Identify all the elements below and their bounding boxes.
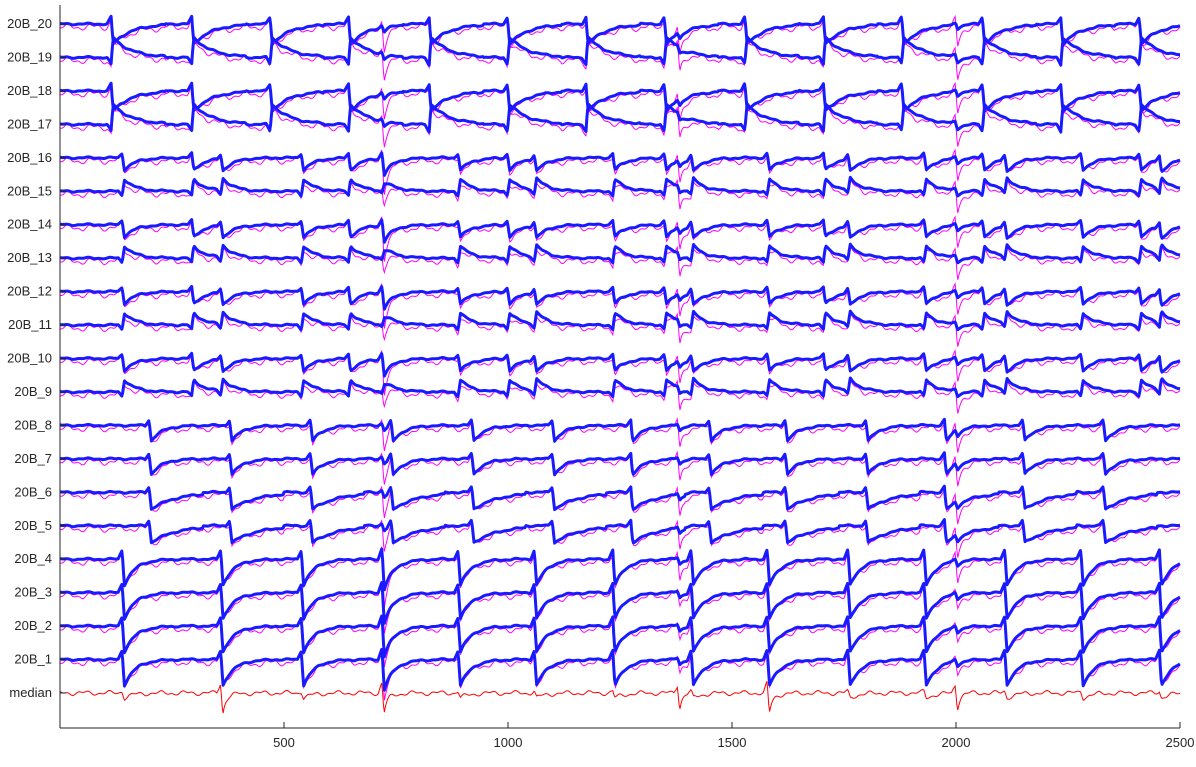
channel-label-20b-3: 20B_3: [14, 585, 52, 600]
channel-label-20b-10: 20B_10: [7, 351, 52, 366]
channel-label-20b-20: 20B_20: [7, 16, 52, 31]
series-line-20b-5: [59, 518, 1181, 545]
series-line-20b-10: [59, 351, 1181, 378]
channel-label-20b-11: 20B_11: [8, 317, 52, 332]
channel-label-20b-14: 20B_14: [7, 217, 52, 232]
channel-label-20b-12: 20B_12: [7, 284, 52, 299]
series-line-20b-14: [59, 218, 1181, 244]
series-line-median: [59, 681, 1181, 714]
x-tick-label-2500: 2500: [1166, 735, 1195, 750]
series-overlay-20b-17: [59, 105, 1181, 148]
series-line-20b-19: [59, 35, 1181, 67]
channel-label-20b-13: 20B_13: [7, 250, 52, 265]
channel-label-20b-7: 20B_7: [14, 451, 52, 466]
channel-label-20b-1: 20B_1: [14, 652, 52, 667]
series-line-20b-17: [59, 102, 1181, 134]
channel-label-20b-4: 20B_4: [14, 551, 52, 566]
channel-label-median: median: [9, 685, 52, 700]
series-line-20b-6: [59, 484, 1181, 512]
channel-label-20b-2: 20B_2: [14, 618, 52, 633]
x-tick-label-1000: 1000: [494, 735, 523, 750]
trace-layer: [59, 14, 1181, 714]
series-overlay-20b-19: [59, 38, 1181, 81]
series-line-20b-1: [59, 647, 1181, 692]
channel-label-20b-9: 20B_9: [14, 384, 52, 399]
series-overlay-20b-20: [59, 14, 1181, 54]
channel-label-20b-19: 20B_19: [7, 49, 52, 64]
channel-labels: 20B_20 20B_19 20B_18 20B_17 20B_16 20B_15 20B_…: [7, 16, 52, 700]
x-axis-ticks: 500 1000 1500 2000 2500: [273, 722, 1194, 750]
series-line-20b-2: [59, 614, 1181, 659]
channel-label-20b-6: 20B_6: [14, 484, 52, 499]
axes: [59, 5, 1180, 729]
x-tick-label-500: 500: [273, 735, 295, 750]
channel-label-20b-8: 20B_8: [14, 417, 52, 432]
channel-label-20b-15: 20B_15: [7, 183, 52, 198]
series-line-20b-20: [59, 14, 1181, 46]
series-line-20b-18: [59, 81, 1181, 113]
channel-label-20b-5: 20B_5: [14, 518, 52, 533]
series-line-20b-7: [59, 451, 1181, 477]
channel-label-20b-16: 20B_16: [7, 150, 52, 165]
series-line-20b-8: [59, 417, 1181, 443]
series-line-20b-13: [59, 242, 1181, 265]
channel-label-20b-18: 20B_18: [7, 83, 52, 98]
series-line-20b-16: [59, 151, 1181, 177]
series-line-20b-11: [59, 309, 1181, 332]
x-tick-label-1500: 1500: [718, 735, 747, 750]
series-line-20b-12: [59, 285, 1181, 311]
x-tick-label-2000: 2000: [942, 735, 971, 750]
series-line-20b-9: [59, 376, 1181, 399]
series-line-20b-4: [59, 547, 1181, 592]
series-line-20b-3: [59, 581, 1181, 625]
series-line-20b-15: [59, 175, 1181, 198]
series-overlay-20b-18: [59, 81, 1181, 121]
channel-label-20b-17: 20B_17: [7, 116, 52, 131]
